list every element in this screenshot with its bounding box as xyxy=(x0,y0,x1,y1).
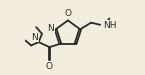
Text: N: N xyxy=(47,24,54,33)
Text: O: O xyxy=(64,9,71,18)
Text: N: N xyxy=(31,33,38,42)
Text: NH: NH xyxy=(103,21,116,30)
Text: O: O xyxy=(46,62,53,71)
